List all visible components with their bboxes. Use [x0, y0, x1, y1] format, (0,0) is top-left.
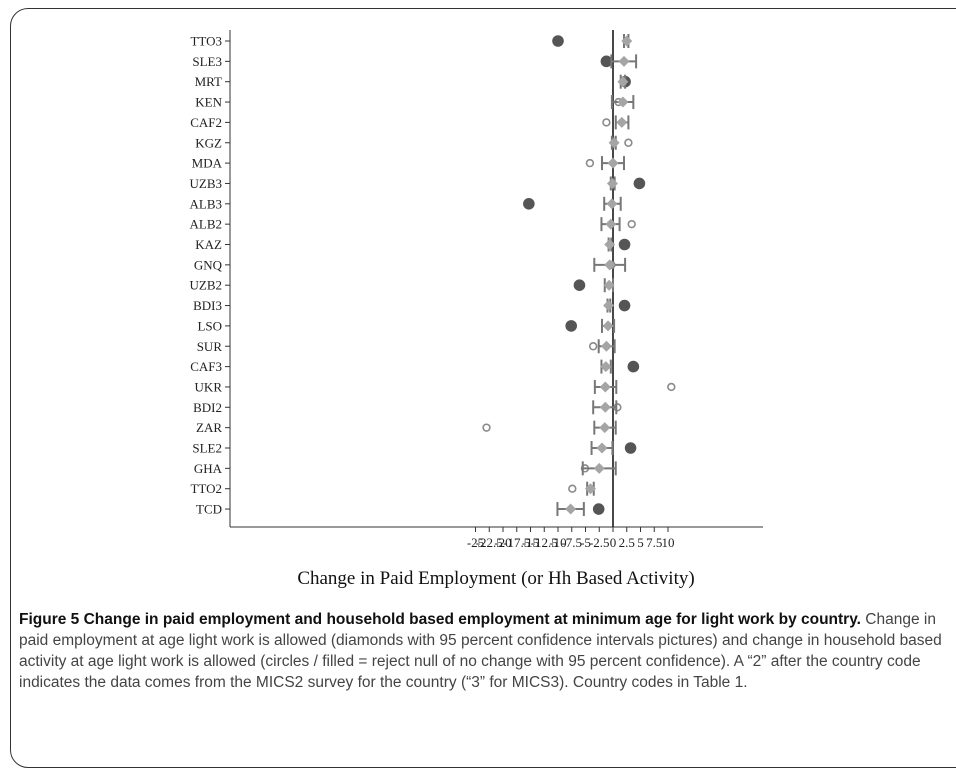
y-tick-label-tto3: TTO3: [190, 34, 222, 49]
household-filled-circle-tto3: [552, 35, 564, 47]
y-tick-label-uzb3: UZB3: [190, 176, 223, 191]
paid-employment-diamond-gha: [594, 463, 605, 474]
paid-employment-diamond-tto3: [621, 36, 632, 47]
paid-employment-diamond-zar: [599, 422, 610, 433]
y-tick-label-uzb2: UZB2: [190, 278, 223, 293]
y-tick-label-sle3: SLE3: [192, 54, 222, 69]
y-tick-label-caf2: CAF2: [190, 115, 222, 130]
y-tick-label-mda: MDA: [192, 156, 223, 171]
y-tick-label-tto2: TTO2: [190, 481, 222, 496]
household-open-circle-kgz: [625, 139, 632, 146]
paid-employment-diamond-uzb3: [607, 178, 618, 189]
x-axis-title: Change in Paid Employment (or Hh Based A…: [297, 568, 694, 589]
chart-svg: -25-22.5-20-17.5-15-12.5-10-7.5-5-2.5 0 2.…: [0, 0, 956, 600]
household-open-circle-alb2: [628, 221, 635, 228]
paid-employment-diamond-sur: [601, 341, 612, 352]
paid-employment-diamond-alb2: [605, 219, 616, 230]
paid-employment-diamond-lso: [603, 320, 614, 331]
y-tick-label-gha: GHA: [194, 461, 223, 476]
y-tick-label-bdi3: BDI3: [193, 298, 222, 313]
paid-employment-diamond-tcd: [565, 504, 576, 515]
paid-employment-diamond-mda: [608, 158, 619, 169]
household-open-circle-mda: [587, 160, 594, 167]
x-tick-label: 5: [637, 535, 644, 550]
y-tick-label-caf3: CAF3: [190, 359, 222, 374]
paid-employment-diamond-kgz: [609, 137, 620, 148]
y-tick-label-ken: KEN: [195, 95, 222, 110]
household-filled-circle-caf3: [628, 361, 640, 373]
y-tick-label-bdi2: BDI2: [193, 400, 222, 415]
x-tick-label: 10: [662, 535, 675, 550]
y-tick-label-mrt: MRT: [195, 74, 222, 89]
household-filled-circle-kaz: [619, 239, 631, 251]
household-open-circle-caf2: [603, 119, 610, 126]
household-filled-circle-lso: [565, 320, 577, 332]
y-tick-label-ukr: UKR: [195, 379, 223, 394]
paid-employment-diamond-sle3: [619, 56, 630, 67]
household-open-circle-sur: [590, 343, 597, 350]
y-tick-label-tcd: TCD: [196, 502, 222, 517]
x-tick-label: -2.5: [589, 535, 610, 550]
household-filled-circle-sle2: [625, 442, 637, 454]
household-filled-circle-tcd: [593, 503, 605, 515]
y-tick-label-lso: LSO: [197, 318, 222, 333]
y-tick-label-alb3: ALB3: [190, 196, 223, 211]
paid-employment-diamond-bdi2: [600, 402, 611, 413]
paid-employment-diamond-alb3: [606, 198, 617, 209]
household-filled-circle-alb3: [523, 198, 535, 210]
household-filled-circle-bdi3: [619, 300, 631, 312]
caption-title: Figure 5 Change in paid employment and h…: [19, 611, 861, 628]
x-tick-label: -7.5: [561, 535, 582, 550]
y-tick-label-kgz: KGZ: [195, 135, 222, 150]
household-filled-circle-uzb2: [574, 279, 586, 291]
household-open-circle-ukr: [668, 384, 675, 391]
x-tick-label: 0: [610, 535, 617, 550]
paid-employment-diamond-sle2: [597, 443, 608, 454]
household-filled-circle-uzb3: [634, 178, 646, 190]
figure-caption: Figure 5 Change in paid employment and h…: [19, 609, 944, 693]
y-tick-label-gnq: GNQ: [194, 257, 223, 272]
x-tick-label: 7.5: [646, 535, 662, 550]
paid-employment-diamond-caf2: [616, 117, 627, 128]
y-tick-label-sle2: SLE2: [192, 441, 222, 456]
y-tick-label-zar: ZAR: [196, 420, 222, 435]
household-open-circle-tto2: [569, 485, 576, 492]
household-open-circle-zar: [483, 424, 490, 431]
y-tick-label-sur: SUR: [197, 339, 223, 354]
paid-employment-diamond-ukr: [600, 381, 611, 392]
y-tick-label-alb2: ALB2: [190, 217, 223, 232]
y-tick-label-kaz: KAZ: [195, 237, 222, 252]
x-tick-label: 2.5: [619, 535, 635, 550]
